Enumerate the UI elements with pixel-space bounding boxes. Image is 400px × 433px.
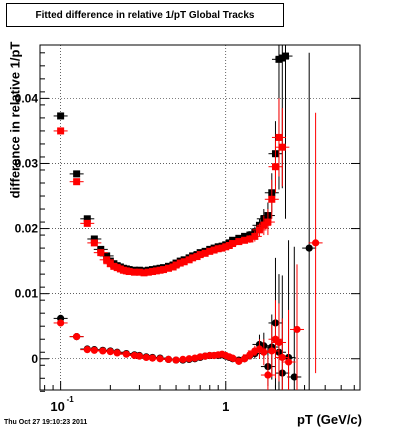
x-tick-exponent: -1 [67, 395, 75, 404]
data-point [312, 239, 320, 247]
data-point [246, 351, 254, 359]
data-point [185, 355, 193, 363]
y-axis-label: difference in relative 1/pT [7, 41, 23, 199]
data-point [135, 352, 144, 360]
data-point [83, 215, 91, 223]
data-point [103, 252, 111, 260]
data-point [73, 333, 81, 341]
data-point [278, 143, 286, 151]
y-tick-label: 0.04 [15, 91, 39, 105]
data-point [179, 355, 187, 364]
data-point [164, 264, 172, 272]
data-point [228, 354, 237, 362]
data-point [57, 319, 65, 327]
data-point [148, 268, 156, 276]
x-tick-label: 1 [222, 399, 229, 414]
data-point [235, 238, 243, 246]
axis-ticks [40, 52, 360, 392]
data-point [264, 371, 272, 379]
data-point [275, 133, 283, 141]
data-point [122, 350, 130, 358]
data-point [142, 353, 150, 362]
data-point [268, 195, 276, 203]
data-point [189, 254, 197, 262]
data-point [172, 356, 180, 364]
chart-title: Fitted difference in relative 1/pT Globa… [6, 3, 284, 27]
tick-labels: 0 0.01 0.02 0.03 0.04 10 -1 1 [15, 91, 230, 414]
series-4 [53, 112, 323, 390]
data-point [281, 52, 289, 60]
data-point [164, 355, 173, 364]
y-tick-label: 0.02 [15, 222, 39, 236]
y-tick-label: 0 [31, 352, 38, 366]
data-point [176, 259, 184, 267]
data-point [255, 226, 263, 234]
data-point [235, 357, 243, 365]
chart-title-text: Fitted difference in relative 1/pT Globa… [35, 9, 255, 21]
y-tick-label: 0.01 [15, 287, 39, 301]
data-point [103, 256, 111, 264]
data-point [90, 346, 98, 354]
data-point [172, 261, 180, 269]
data-point [305, 244, 313, 252]
data-point [106, 347, 114, 356]
data-point [284, 358, 293, 366]
data-point [160, 266, 168, 274]
data-point [57, 127, 65, 135]
data-series [53, 45, 323, 390]
x-axis-label: pT (GeV/c) [296, 412, 362, 427]
data-point [113, 349, 121, 357]
data-point [264, 218, 272, 226]
data-point [125, 268, 133, 276]
data-point [201, 249, 209, 257]
data-point [214, 245, 222, 253]
y-tick-label: 0.03 [15, 156, 39, 170]
data-point [152, 267, 160, 275]
data-point [218, 244, 226, 252]
data-point [135, 268, 143, 276]
data-point [260, 221, 268, 229]
data-point [99, 347, 107, 355]
timestamp: Thu Oct 27 19:10:23 2011 [4, 419, 88, 426]
data-point [73, 178, 81, 186]
data-point [275, 338, 283, 347]
data-point [251, 232, 259, 240]
series-2 [53, 98, 290, 277]
data-point [180, 258, 188, 266]
data-point [268, 347, 276, 355]
data-point [144, 268, 152, 276]
data-point [278, 353, 286, 362]
x-tick-label: 10 [50, 399, 64, 414]
data-point [140, 269, 148, 277]
data-point [90, 235, 98, 243]
data-point [196, 251, 204, 259]
data-point [156, 355, 164, 363]
data-point [97, 249, 105, 257]
data-point [290, 373, 298, 381]
series-1 [53, 45, 293, 275]
data-point [83, 219, 91, 227]
data-point [260, 348, 268, 356]
data-point [229, 240, 237, 248]
data-point [293, 325, 301, 334]
data-point [240, 355, 249, 363]
data-point [148, 354, 157, 362]
data-point [90, 239, 98, 247]
data-point [210, 246, 218, 254]
data-point [271, 163, 279, 171]
data-point [241, 236, 249, 244]
data-point [246, 235, 254, 243]
data-point [83, 346, 91, 354]
data-point [73, 170, 81, 178]
data-point [57, 112, 65, 120]
data-point [206, 247, 214, 255]
data-point [241, 232, 249, 240]
